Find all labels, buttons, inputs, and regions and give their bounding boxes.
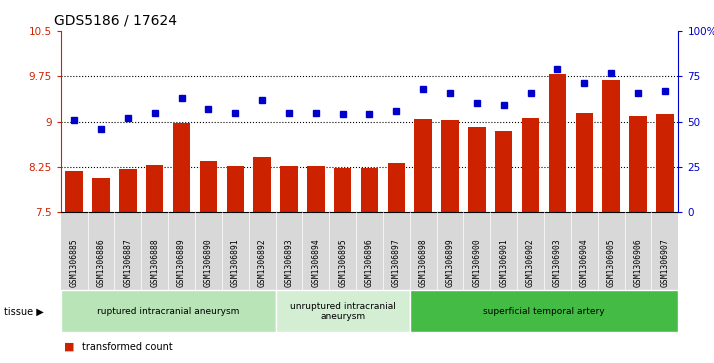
Bar — [656, 114, 673, 212]
Text: GSM1306886: GSM1306886 — [96, 238, 106, 287]
Bar — [522, 118, 539, 212]
Bar — [495, 131, 513, 212]
Bar — [280, 166, 298, 212]
Text: GSM1306894: GSM1306894 — [311, 238, 321, 287]
Text: unruptured intracranial
aneurysm: unruptured intracranial aneurysm — [290, 302, 396, 321]
Bar — [441, 120, 459, 212]
Text: GSM1306907: GSM1306907 — [660, 238, 669, 287]
Bar — [629, 115, 647, 212]
Bar — [575, 113, 593, 212]
Text: ■: ■ — [64, 342, 75, 352]
Text: GSM1306902: GSM1306902 — [526, 238, 535, 287]
Text: GSM1306896: GSM1306896 — [365, 238, 374, 287]
Text: GSM1306903: GSM1306903 — [553, 238, 562, 287]
Text: GSM1306888: GSM1306888 — [150, 238, 159, 287]
Bar — [200, 161, 217, 212]
Text: GSM1306890: GSM1306890 — [204, 238, 213, 287]
Bar — [361, 168, 378, 212]
Text: transformed count: transformed count — [82, 342, 173, 352]
Bar — [414, 119, 432, 212]
Text: GSM1306885: GSM1306885 — [70, 238, 79, 287]
Bar — [388, 163, 405, 212]
Text: GSM1306904: GSM1306904 — [580, 238, 589, 287]
Text: GSM1306891: GSM1306891 — [231, 238, 240, 287]
Text: GSM1306905: GSM1306905 — [607, 238, 615, 287]
Text: GSM1306900: GSM1306900 — [473, 238, 481, 287]
Bar — [226, 166, 244, 212]
Text: GSM1306892: GSM1306892 — [258, 238, 266, 287]
Bar — [173, 123, 190, 212]
Bar — [307, 166, 325, 212]
Bar — [334, 168, 351, 212]
Bar — [549, 74, 566, 212]
Text: GSM1306899: GSM1306899 — [446, 238, 455, 287]
Bar — [119, 169, 136, 212]
Text: GSM1306887: GSM1306887 — [124, 238, 132, 287]
Text: GDS5186 / 17624: GDS5186 / 17624 — [54, 13, 176, 27]
Text: superficial temporal artery: superficial temporal artery — [483, 307, 605, 316]
Bar — [92, 179, 110, 212]
Bar — [146, 165, 164, 212]
Text: GSM1306893: GSM1306893 — [284, 238, 293, 287]
Text: tissue ▶: tissue ▶ — [4, 306, 44, 316]
Text: GSM1306898: GSM1306898 — [418, 238, 428, 287]
Text: ruptured intracranial aneurysm: ruptured intracranial aneurysm — [97, 307, 239, 316]
Bar — [603, 81, 620, 212]
Text: GSM1306901: GSM1306901 — [499, 238, 508, 287]
Text: GSM1306897: GSM1306897 — [392, 238, 401, 287]
Bar — [468, 127, 486, 212]
Text: GSM1306906: GSM1306906 — [633, 238, 643, 287]
Bar — [253, 157, 271, 212]
Bar — [66, 171, 83, 212]
Text: GSM1306895: GSM1306895 — [338, 238, 347, 287]
Text: GSM1306889: GSM1306889 — [177, 238, 186, 287]
